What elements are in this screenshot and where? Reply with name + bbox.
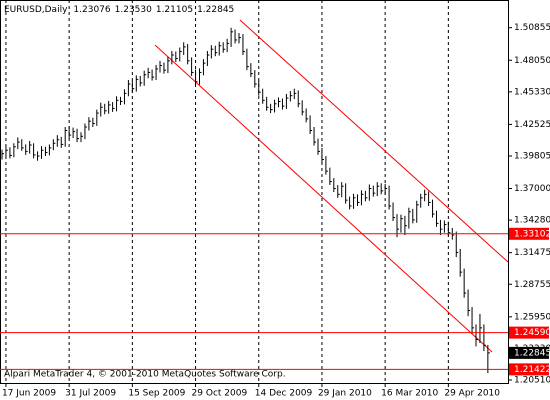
price-line-label: 1.33102: [514, 229, 550, 239]
price-line-label: 1.24590: [514, 328, 550, 338]
plot-frame: [0, 0, 509, 384]
close-value: 1.22845: [197, 5, 234, 15]
y-tick-label: 1.39805: [514, 151, 550, 161]
grid: [5, 0, 449, 383]
x-tick-label: 17 Jun 2009: [2, 389, 56, 399]
x-tick-label: 14 Dec 2009: [255, 389, 313, 399]
price-line-label: 1.21422: [514, 365, 550, 375]
channel-line: [239, 19, 509, 263]
y-tick-label: 1.48050: [514, 56, 550, 66]
symbol: EURUSD,Daily: [4, 5, 68, 15]
y-tick-label: 1.25950: [514, 312, 550, 322]
y-tick-label: 1.31475: [514, 248, 550, 258]
price-line-box: [509, 326, 549, 339]
y-tick-label: 1.50855: [514, 23, 550, 33]
current-price-label: 1.22845: [514, 348, 550, 358]
x-tick-label: 15 Sep 2009: [128, 389, 185, 399]
chart-header: EURUSD,Daily 1.23076 1.23530 1.21105 1.22845: [4, 5, 234, 15]
bars: [1, 27, 490, 374]
high-value: 1.23530: [115, 5, 152, 15]
price-line-box: [509, 227, 549, 240]
price-line-box: [509, 363, 549, 376]
x-tick-label: 31 Jul 2009: [65, 389, 116, 399]
y-tick-label: 1.34280: [514, 216, 550, 226]
open-value: 1.23076: [73, 5, 110, 15]
x-tick-label: 29 Apr 2010: [444, 389, 500, 399]
current-price-box: [509, 346, 549, 359]
footer: Alpari MetaTrader 4, © 2001-2010 MetaQuo…: [4, 370, 286, 380]
y-tick-label: 1.20510: [514, 375, 550, 385]
y-tick-label: 1.37000: [514, 184, 550, 194]
y-tick-label: 1.28755: [514, 280, 550, 290]
x-tick-label: 29 Jan 2010: [318, 389, 372, 399]
channel-line: [154, 44, 493, 353]
y-tick-label: 1.42525: [514, 120, 550, 130]
x-tick-label: 16 Mar 2010: [381, 389, 438, 399]
y-tick-label: 1.45330: [514, 87, 550, 97]
x-tick-label: 29 Oct 2009: [192, 389, 248, 399]
low-value: 1.21105: [156, 5, 193, 15]
